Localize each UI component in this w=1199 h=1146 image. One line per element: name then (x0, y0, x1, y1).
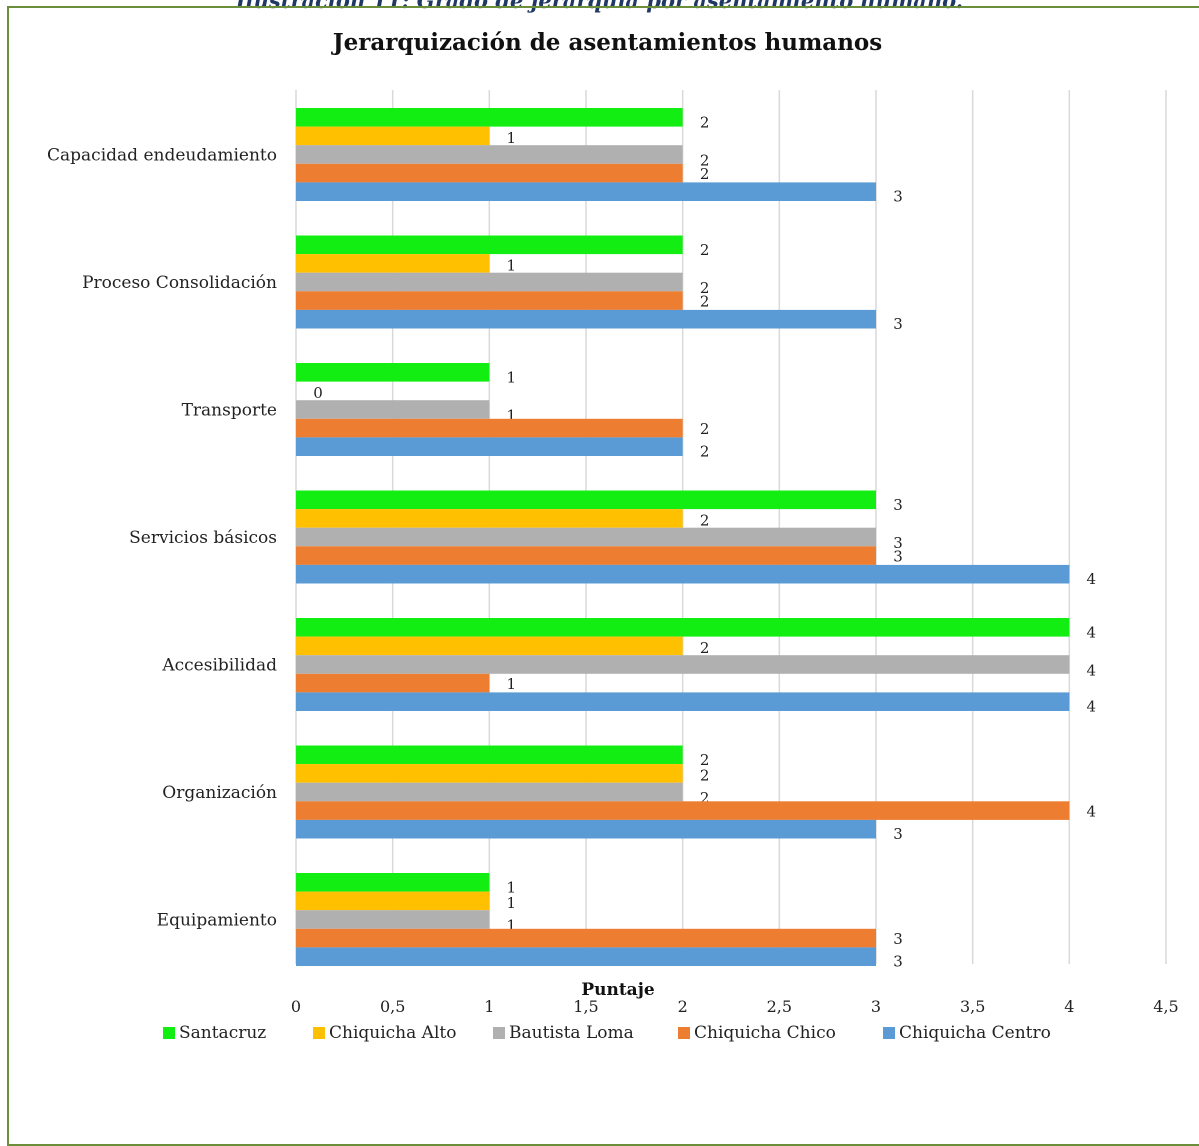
bar-chiquicha-alto (296, 509, 683, 528)
data-label: 2 (700, 789, 710, 807)
bar-santacruz (296, 745, 683, 765)
data-label: 2 (700, 241, 710, 259)
legend-label: Chiquicha Centro (899, 1023, 1051, 1043)
data-label: 1 (507, 368, 517, 386)
x-tick-label: 4,5 (1153, 997, 1178, 1016)
data-label: 4 (1087, 803, 1097, 821)
bar-chiquicha-centro (296, 182, 876, 201)
bar-chiquicha-alto (296, 891, 490, 911)
category-label: Servicios básicos (129, 528, 277, 548)
category-label: Transporte (182, 401, 277, 421)
data-label: 2 (700, 766, 710, 784)
data-label: 2 (700, 279, 710, 297)
x-tick-label: 0,5 (380, 997, 405, 1016)
bar-chiquicha-chico (296, 291, 683, 310)
bar-chiquicha-centro (296, 564, 1070, 584)
x-tick-label: 2,5 (767, 997, 792, 1016)
bar-chiquicha-alto (296, 636, 683, 656)
bar-bautista-loma (296, 655, 1070, 674)
data-label: 1 (507, 129, 517, 147)
bar-chiquicha-centro (296, 437, 683, 456)
bar-chiquicha-alto (296, 126, 490, 146)
legend-swatch (493, 1027, 505, 1039)
bar-chiquicha-centro (296, 692, 1070, 711)
bar-santacruz (296, 363, 490, 382)
bar-chiquicha-chico (296, 928, 876, 948)
bar-santacruz (296, 235, 683, 255)
legend-label: Santacruz (179, 1023, 266, 1043)
bar-bautista-loma (296, 145, 683, 164)
data-label: 1 (507, 917, 517, 935)
data-label: 4 (1087, 623, 1097, 641)
data-label: 1 (507, 675, 517, 693)
data-label: 4 (1087, 698, 1097, 716)
x-tick-label: 3,5 (960, 997, 985, 1016)
data-label: 4 (1087, 662, 1097, 680)
category-label: Organización (162, 783, 277, 803)
data-label: 3 (893, 315, 903, 333)
data-label: 1 (507, 878, 517, 896)
category-label: Accesibilidad (161, 656, 277, 676)
x-tick-label: 0 (291, 997, 301, 1016)
data-label: 2 (700, 152, 710, 170)
data-label: 2 (700, 420, 710, 438)
bar-chiquicha-alto (296, 254, 490, 273)
data-label: 3 (893, 930, 903, 948)
data-label: 2 (700, 639, 710, 657)
bar-chiquicha-chico (296, 163, 683, 183)
bar-bautista-loma (296, 527, 876, 547)
legend-swatch (678, 1027, 690, 1039)
data-label: 2 (700, 293, 710, 311)
data-label: 3 (893, 953, 903, 971)
chart-title: Jerarquización de asentamientos humanos (332, 29, 883, 56)
data-label: 1 (507, 894, 517, 912)
bar-santacruz (296, 618, 1070, 637)
data-label: 2 (700, 113, 710, 131)
legend-swatch (163, 1027, 175, 1039)
data-label: 2 (700, 443, 710, 461)
data-label: 3 (893, 534, 903, 552)
legend-label: Chiquicha Chico (694, 1023, 836, 1043)
data-label: 2 (700, 165, 710, 183)
x-axis-title: Puntaje (581, 980, 655, 1000)
legend-label: Chiquicha Alto (329, 1023, 456, 1043)
x-tick-label: 1 (484, 997, 494, 1016)
data-label: 3 (893, 188, 903, 206)
legend-label: Bautista Loma (509, 1023, 634, 1043)
bar-santacruz (296, 490, 876, 510)
x-tick-label: 2 (678, 997, 688, 1016)
data-label: 3 (893, 496, 903, 514)
bar-bautista-loma (296, 272, 683, 292)
bar-bautista-loma (296, 400, 490, 419)
legend-swatch (313, 1027, 325, 1039)
category-label: Equipamiento (157, 911, 277, 931)
bar-bautista-loma (296, 910, 490, 929)
bar-santacruz (296, 108, 683, 127)
data-label: 1 (507, 407, 517, 425)
bar-bautista-loma (296, 782, 683, 802)
data-label: 0 (313, 384, 323, 402)
data-label: 2 (700, 511, 710, 529)
legend-swatch (883, 1027, 895, 1039)
data-label: 1 (507, 256, 517, 274)
bar-chiquicha-chico (296, 546, 876, 565)
bar-santacruz (296, 873, 490, 892)
data-label: 3 (893, 548, 903, 566)
data-label: 3 (893, 825, 903, 843)
data-label: 4 (1087, 570, 1097, 588)
category-label: Capacidad endeudamiento (47, 146, 277, 166)
bar-chiquicha-alto (296, 764, 683, 783)
bar-chiquicha-chico (296, 418, 683, 438)
bar-chiquicha-centro (296, 947, 876, 966)
x-tick-label: 4 (1064, 997, 1074, 1016)
bar-chiquicha-centro (296, 819, 876, 839)
x-tick-label: 3 (871, 997, 881, 1016)
category-label: Proceso Consolidación (82, 273, 277, 293)
x-tick-label: 1,5 (573, 997, 598, 1016)
bar-chiquicha-chico (296, 673, 490, 693)
bar-chiquicha-chico (296, 801, 1070, 820)
data-label: 2 (700, 751, 710, 769)
bar-chiquicha-centro (296, 309, 876, 329)
